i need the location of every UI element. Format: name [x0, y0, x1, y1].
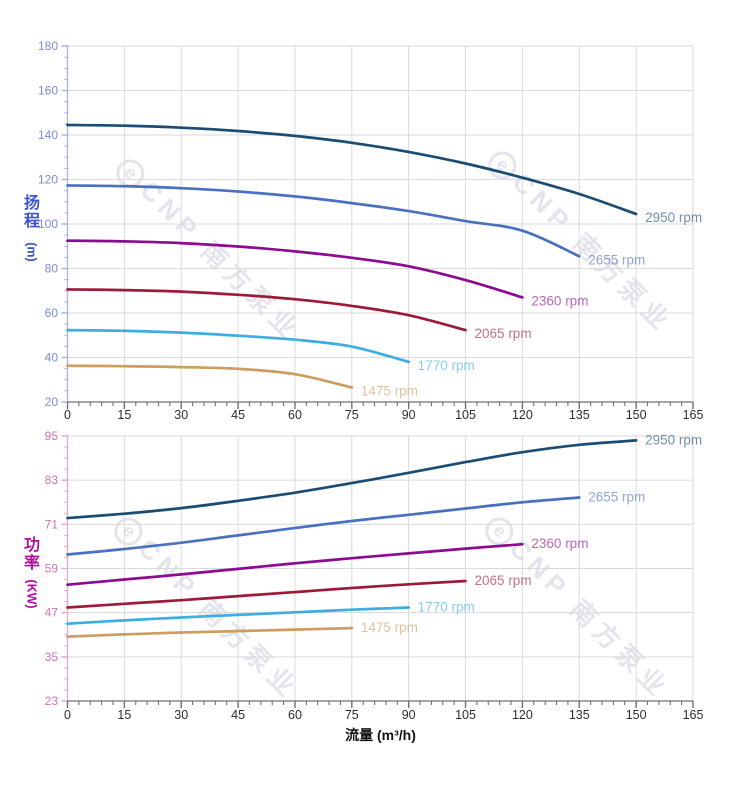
x-tick-label: 90 [402, 708, 416, 722]
x-tick-label: 0 [64, 408, 71, 422]
curve-label-1770-rpm: 1770 rpm [418, 358, 475, 373]
x-tick-label: 105 [455, 408, 476, 422]
y-tick-label: 60 [45, 306, 59, 320]
x-tick-label: 60 [288, 708, 302, 722]
curve-2065-rpm [66, 579, 467, 609]
x-tick-label: 30 [174, 408, 188, 422]
x-tick-label: 165 [683, 408, 704, 422]
power-axis-title-char: 率 [23, 555, 40, 572]
x-tick-label: 60 [288, 408, 302, 422]
curve-label-2360-rpm: 2360 rpm [531, 293, 588, 308]
y-tick-label: 71 [45, 517, 59, 531]
y-tick-label: 83 [45, 473, 59, 487]
curve-label-2065-rpm: 2065 rpm [475, 573, 532, 588]
head-axis-title: 扬 程 (m) [18, 195, 46, 262]
x-tick-label: 75 [345, 408, 359, 422]
power-axis-title-char: 功 [23, 537, 40, 554]
x-tick-label: 30 [174, 708, 188, 722]
curve-1770-rpm [66, 606, 411, 626]
curve-label-1475-rpm: 1475 rpm [361, 620, 418, 635]
head-flow-chart: 20 40 60 80 100 120 140 160 180 0 15 30 45 60 75 90 105 1… [38, 39, 704, 422]
x-tick-label: 120 [512, 708, 533, 722]
x-tick-label: 15 [117, 408, 131, 422]
y-tick-label: 35 [45, 650, 59, 664]
y-tick-label: 120 [38, 173, 58, 187]
y-tick-label: 160 [38, 84, 58, 98]
curve-2065-rpm [66, 288, 467, 332]
y-tick-label: 180 [38, 39, 58, 53]
x-tick-label: 105 [455, 708, 476, 722]
curve-label-2950-rpm: 2950 rpm [645, 210, 702, 225]
y-tick-label: 23 [45, 694, 59, 708]
curve-label-2655-rpm: 2655 rpm [588, 252, 645, 267]
y-tick-label: 100 [38, 217, 58, 231]
curve-2655-rpm [66, 496, 581, 556]
power-flow-chart: 23 35 47 59 71 83 95 0 15 30 45 60 75 90 105 120 135 150 1… [45, 430, 704, 722]
x-tick-label: 120 [512, 408, 533, 422]
x-tick-label: 90 [402, 408, 416, 422]
curve-label-1770-rpm: 1770 rpm [418, 600, 475, 615]
curve-1475-rpm [66, 364, 354, 389]
curve-label-1475-rpm: 1475 rpm [361, 384, 418, 399]
x-tick-label: 45 [231, 408, 245, 422]
x-tick-label: 0 [64, 708, 71, 722]
x-tick-label: 45 [231, 708, 245, 722]
x-tick-label: 135 [569, 708, 590, 722]
curve-2950-rpm [66, 439, 638, 520]
y-tick-label: 20 [45, 395, 59, 409]
x-tick-label: 135 [569, 408, 590, 422]
x-tick-label: 150 [626, 708, 647, 722]
curve-label-2655-rpm: 2655 rpm [588, 489, 645, 504]
x-tick-label: 15 [117, 708, 131, 722]
power-axis-title: 功 率 (KW) [18, 537, 46, 609]
curve-2950-rpm [66, 123, 638, 216]
curve-2360-rpm [66, 542, 524, 587]
head-axis-title-char: 程 [23, 213, 40, 230]
curve-2655-rpm [66, 184, 581, 258]
flow-axis-title: 流量 (m³/h) [345, 727, 416, 743]
y-tick-label: 140 [38, 128, 58, 142]
y-tick-label: 80 [45, 262, 59, 276]
y-tick-label: 40 [45, 351, 59, 365]
x-tick-label: 165 [683, 708, 704, 722]
curve-1475-rpm [66, 626, 354, 638]
curve-label-2950-rpm: 2950 rpm [645, 432, 702, 447]
y-tick-label: 47 [45, 606, 59, 620]
head-axis-title-char: 扬 [23, 195, 40, 212]
head-axis-unit: (m) [24, 242, 39, 262]
y-tick-label: 59 [45, 562, 59, 576]
x-tick-label: 150 [626, 408, 647, 422]
curve-label-2360-rpm: 2360 rpm [531, 536, 588, 551]
y-tick-label: 95 [45, 430, 59, 443]
curve-2360-rpm [66, 239, 524, 299]
curve-1770-rpm [66, 328, 411, 364]
power-axis-unit: (KW) [25, 579, 39, 609]
curve-label-2065-rpm: 2065 rpm [475, 326, 532, 341]
x-tick-label: 75 [345, 708, 359, 722]
